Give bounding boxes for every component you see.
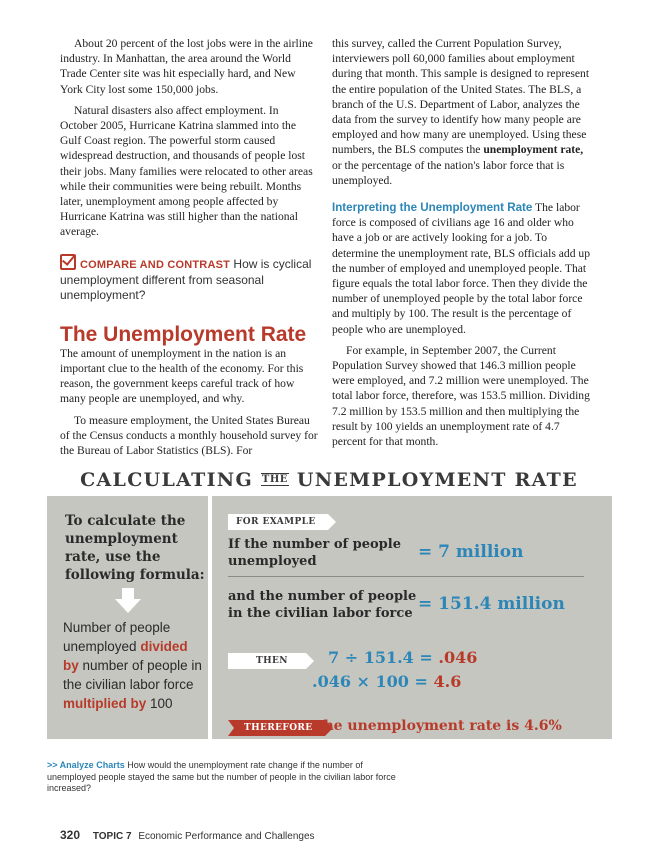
paragraph-current-population-survey: this survey, called the Current Populati… [332,36,594,188]
example-panel: FOR EXAMPLE If the number of people unem… [212,496,612,739]
formula-operator-divide: divided by [63,639,188,673]
paragraph-example: For example, in September 2007, the Curr… [332,343,590,449]
topic-label: TOPIC 7 [92,831,132,842]
formula-operator-multiply: multiplied by [63,696,147,711]
multiply-sign: × [356,672,370,691]
formula-part: Number of people unemployed [63,620,171,654]
calc-operand: 7 [328,648,340,667]
paragraph-text: this survey, called the Current Populati… [332,37,590,157]
formula-panel: To calculate the unemployment rate, use … [47,496,208,739]
compare-contrast-label: COMPARE AND CONTRAST [80,258,231,271]
figure-title-part: CALCULATING [80,469,253,491]
left-column: About 20 percent of the lost jobs were i… [60,36,318,464]
compare-contrast-question: How is cyclical unemployment different f… [60,256,312,302]
then-tag: THEN [228,653,314,669]
paragraph-natural-disasters: Natural disasters also affect employment… [60,103,313,239]
example-labor-force-label: and the number of people in the civilian… [228,589,417,621]
section-title: The Unemployment Rate [60,322,307,346]
calculation-multiply: .046 × 100 = 4.6 [312,672,461,691]
down-arrow-icon [115,588,141,613]
calc-operand: .046 [312,672,351,691]
calc-operand: 100 [375,672,409,691]
topic-title: Economic Performance and Challenges [138,831,315,842]
calc-operand: 151.4 [363,648,414,667]
equals-sign: = [418,594,433,614]
equals-sign: = [419,648,433,667]
formula-part: 100 [150,696,173,711]
figure-title-the: THE [260,473,289,486]
calc-result: .046 [438,648,478,667]
result-statement: the unemployment rate is 4.6% [317,718,562,734]
divider [228,576,584,577]
value-text: 151.4 million [438,594,565,614]
analyze-charts-label: >> Analyze Charts [47,760,125,770]
caption-question: How would the unemployment rate change i… [47,760,396,793]
checkbox-icon [60,253,76,270]
calc-result: 4.6 [433,672,462,691]
paragraph-text: or the percentage of the nation's labor … [332,158,565,187]
formula-heading: To calculate the unemployment rate, use … [65,513,205,583]
paragraph-lost-jobs: About 20 percent of the lost jobs were i… [60,37,313,96]
paragraph-text: The labor force is composed of civilians… [332,201,591,336]
paragraph-interpreting: Interpreting the Unemployment Rate The l… [332,200,594,337]
compare-contrast-prompt: COMPARE AND CONTRAST How is cyclical une… [60,253,318,303]
value-text: 7 million [438,542,524,562]
page-footer: 320 TOPIC 7 Economic Performance and Cha… [60,828,315,842]
paragraph-amount-unemployment: The amount of unemployment in the nation… [60,346,304,406]
page-number: 320 [60,828,81,842]
calculation-divide: 7 ÷ 151.4 = .046 [328,648,477,667]
right-column: this survey, called the Current Populati… [332,36,594,455]
example-unemployed-label: If the number of people unemployed [228,537,401,569]
equals-sign: = [414,672,428,691]
for-example-tag: FOR EXAMPLE [228,514,336,530]
equals-sign: = [418,542,433,562]
subheading-interpreting: Interpreting the Unemployment Rate [332,201,533,215]
paragraph-measure-employment: To measure employment, the United States… [60,413,318,458]
formula-text: Number of people unemployed divided by n… [63,618,205,713]
chart-caption: >> Analyze Charts How would the unemploy… [47,760,407,795]
formula-part: number of people in the civilian labor f… [63,658,202,692]
example-unemployed-value: = 7 million [418,542,523,562]
figure-title: CALCULATING THE UNEMPLOYMENT RATE [0,469,658,491]
key-term-unemployment-rate: unemployment rate, [483,143,584,157]
therefore-tag: THEREFORE [228,720,333,736]
figure-title-part: UNEMPLOYMENT RATE [296,469,578,491]
example-labor-force-value: = 151.4 million [418,594,565,614]
divide-sign: ÷ [344,648,359,667]
